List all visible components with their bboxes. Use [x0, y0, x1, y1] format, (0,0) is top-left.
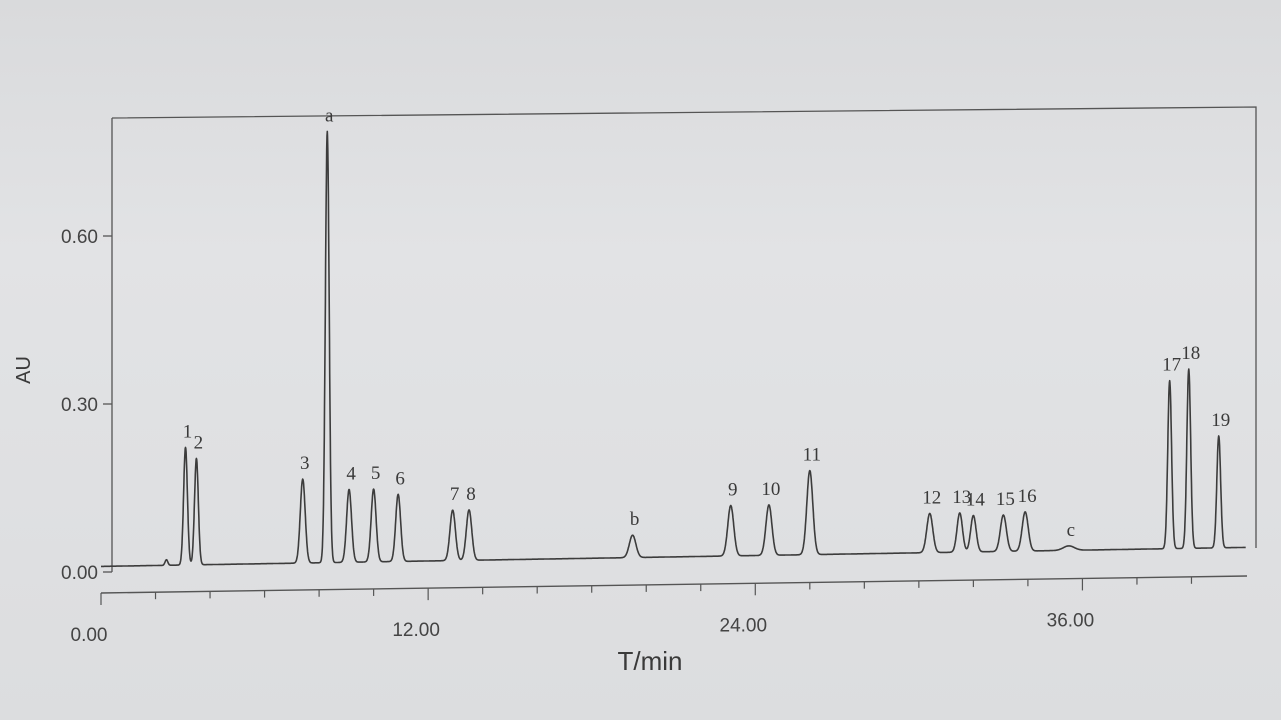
- peak-label: 11: [803, 445, 821, 466]
- x-axis-line: [100, 575, 1248, 594]
- peak-label: 10: [761, 479, 780, 500]
- peak-label: 13: [952, 487, 971, 508]
- chromatogram-trace: [100, 130, 1247, 568]
- y-tick-label: 0.60: [61, 227, 98, 248]
- peak-label: 2: [194, 432, 204, 453]
- peak-label: 18: [1181, 343, 1200, 364]
- y-tick-label: 0.30: [61, 395, 98, 416]
- peak-label: 3: [300, 453, 310, 474]
- peak-label: a: [325, 105, 334, 126]
- peak-label: 19: [1211, 410, 1230, 431]
- peak-label: 1: [183, 421, 193, 442]
- peak-label: 8: [466, 484, 476, 505]
- peak-label: 4: [346, 463, 356, 484]
- peak-label: 15: [996, 489, 1015, 510]
- x-tick-label: 12.00: [392, 620, 440, 641]
- peak-label: 5: [371, 463, 381, 484]
- peak-label: 14: [966, 490, 986, 511]
- peak-label: b: [630, 509, 640, 530]
- peak-label: 7: [450, 484, 460, 505]
- peak-label: 6: [395, 468, 405, 489]
- peak-label: 16: [1018, 486, 1037, 507]
- peak-label: 17: [1162, 355, 1181, 376]
- peak-label: 12: [922, 487, 941, 508]
- peak-label: c: [1067, 520, 1075, 541]
- x-axis-label: T/min: [618, 646, 683, 676]
- x-tick-label: 0.00: [71, 625, 108, 646]
- y-tick-label: 0.00: [61, 563, 98, 584]
- y-axis-label: AU: [13, 356, 35, 384]
- x-tick-label: 36.00: [1047, 610, 1095, 631]
- x-tick-label: 24.00: [720, 615, 768, 636]
- plot-frame: [111, 106, 1257, 548]
- peak-label: 9: [728, 480, 738, 501]
- x-axis-ticks: 0.00 12.00 24.00 36.00: [71, 576, 1193, 646]
- y-axis-ticks: 0.00 0.30 0.60: [61, 227, 112, 584]
